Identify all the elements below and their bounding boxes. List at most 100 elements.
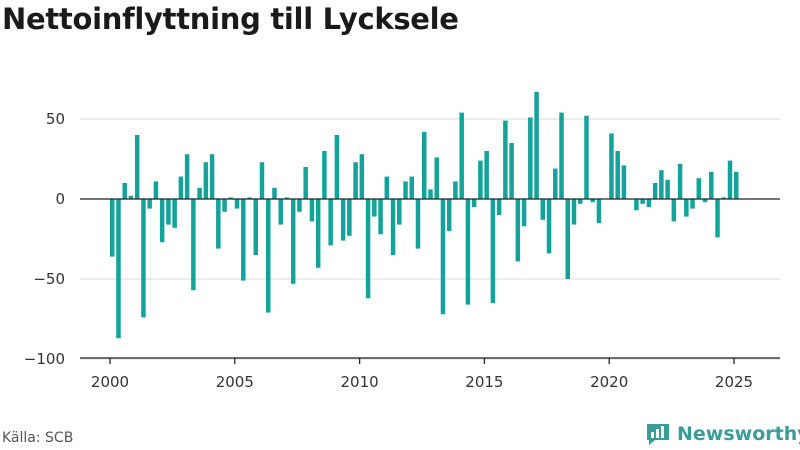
y-tick-label: −50 (33, 270, 65, 288)
bar (197, 187, 202, 199)
bar (615, 151, 620, 199)
bar (578, 199, 583, 204)
bar (727, 160, 733, 199)
bar (284, 197, 290, 199)
bar (209, 154, 215, 199)
bar (384, 176, 390, 199)
bar (422, 131, 427, 199)
bar (453, 181, 458, 199)
bar (521, 199, 527, 227)
y-tick-label: 50 (46, 110, 65, 128)
bar (216, 199, 221, 249)
bar (122, 183, 127, 199)
bar (646, 199, 652, 207)
x-tick-label: 2025 (715, 373, 753, 391)
bar (609, 133, 614, 199)
bar (347, 199, 352, 236)
bar (503, 120, 508, 199)
bar (515, 199, 521, 262)
bar (478, 160, 483, 199)
bar (191, 199, 196, 291)
bar (709, 171, 714, 199)
x-tick-label: 2010 (341, 373, 379, 391)
x-axis: 2000 2005 2010 2015 2020 2025 (80, 357, 780, 391)
bar (116, 199, 121, 339)
bar (228, 197, 234, 199)
bar (671, 199, 677, 222)
bar (677, 163, 683, 199)
bar (303, 167, 308, 199)
bar (715, 199, 720, 238)
bar (621, 165, 627, 199)
bar (484, 151, 489, 199)
bar (696, 178, 702, 199)
bar (428, 189, 433, 199)
bar (496, 199, 502, 215)
bar (434, 157, 439, 199)
bar (334, 135, 340, 199)
bar (247, 197, 252, 199)
bar (590, 199, 595, 203)
bar (241, 199, 246, 281)
gridlines (80, 118, 780, 360)
y-axis-ticks: −100 −50 0 50 (24, 110, 65, 368)
bar (147, 199, 152, 209)
newsworthy-logo-icon (647, 424, 669, 445)
bar (540, 199, 546, 220)
bar (634, 199, 639, 211)
bar (315, 199, 321, 268)
bar (446, 199, 452, 231)
bar (322, 151, 327, 199)
bar (390, 199, 396, 255)
bar (328, 199, 333, 246)
bar (546, 199, 552, 254)
x-tick-label: 2015 (465, 373, 503, 391)
bar (571, 199, 577, 225)
bar (397, 199, 402, 225)
bar (403, 181, 408, 199)
bar (528, 117, 533, 199)
bar (596, 199, 602, 223)
bar (690, 199, 695, 209)
bar (290, 199, 296, 284)
bar (534, 91, 539, 199)
bar (153, 181, 159, 199)
bar (509, 143, 514, 199)
bar (721, 197, 727, 199)
x-tick-label: 2000 (91, 373, 129, 391)
bar (178, 176, 184, 199)
bar (110, 199, 115, 257)
bar (159, 199, 165, 243)
bar (278, 199, 283, 225)
bar (172, 199, 177, 228)
bar (553, 168, 558, 199)
bar (297, 199, 302, 212)
bar (490, 199, 496, 303)
bar (141, 199, 146, 318)
bar (465, 199, 471, 305)
brand-name: Newsworthy (677, 423, 800, 445)
bar (459, 112, 464, 199)
x-tick-label: 2005 (216, 373, 254, 391)
bars (110, 91, 739, 339)
y-tick-label: −100 (24, 350, 65, 368)
bar (440, 199, 446, 315)
bar (309, 199, 315, 222)
newsworthy-logo: Newsworthy (645, 421, 800, 447)
bar (640, 199, 645, 204)
bar (359, 154, 365, 199)
chart-title: Nettoinflyttning till Lycksele (2, 2, 459, 36)
bar (365, 199, 371, 299)
source-note: Källa: SCB (2, 430, 74, 446)
bar (166, 199, 171, 225)
bar (415, 199, 421, 249)
bar (234, 199, 240, 209)
x-tick-label: 2020 (590, 373, 628, 391)
y-tick-label: 0 (55, 190, 65, 208)
bar (378, 199, 383, 235)
bar (665, 179, 670, 199)
bar (559, 112, 564, 199)
bar (684, 199, 689, 217)
bar (222, 199, 227, 212)
